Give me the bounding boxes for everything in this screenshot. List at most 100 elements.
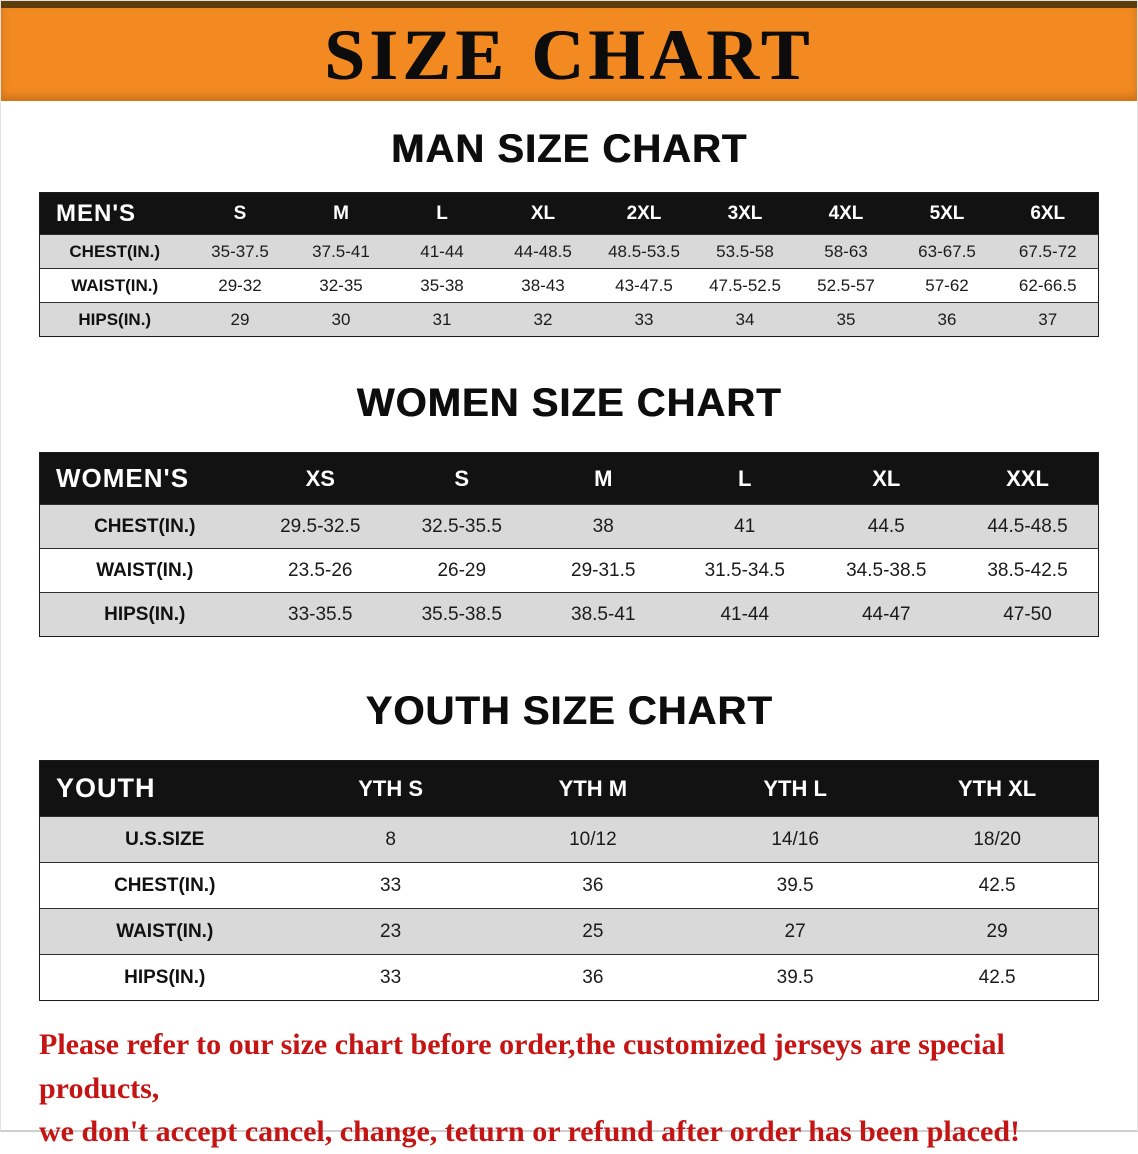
table-cell: 53.5-58	[716, 241, 774, 261]
table-cell: 35-38	[420, 275, 464, 295]
table-cell: 62-66.5	[1018, 275, 1077, 295]
table-cell: 47-50	[1003, 603, 1052, 625]
size-header-cell: 2XL	[626, 202, 662, 224]
table-cell: 27	[784, 920, 806, 942]
size-header-cell: YTH S	[358, 775, 424, 801]
row-label: CHEST(IN.)	[69, 241, 161, 261]
men-size-section: MAN SIZE CHART MEN'S S M L XL 2XL 3XL 4XL 5XL 6XL…	[1, 127, 1137, 337]
size-header-cell: M	[594, 465, 613, 491]
table-cell: 41-44	[720, 603, 770, 625]
banner: SIZE CHART	[1, 1, 1137, 101]
table-cell: 37.5-41	[312, 241, 370, 261]
disclaimer-line-1: Please refer to our size chart before or…	[39, 1028, 1005, 1105]
table-cell: 29	[986, 920, 1008, 942]
size-header-cell: YTH L	[763, 775, 827, 801]
header-row: WOMEN'S XS S M L XL XXL	[39, 452, 1099, 505]
table-cell: 35	[836, 309, 856, 329]
table-cell: 34	[735, 309, 755, 329]
table-cell: 35.5-38.5	[421, 603, 502, 625]
row-label: HIPS(IN.)	[124, 966, 206, 988]
row-label: WAIST(IN.)	[96, 559, 194, 581]
table-cell: 35-37.5	[211, 241, 269, 261]
table-cell: 63-67.5	[918, 241, 976, 261]
table-cell: 57-62	[925, 275, 969, 295]
table-cell: 43-47.5	[615, 275, 673, 295]
youth-size-section: YOUTH SIZE CHART YOUTH YTH S YTH M YTH L YTH…	[1, 689, 1137, 1001]
row-label: HIPS(IN.)	[104, 603, 186, 625]
table-cell: 32-35	[319, 275, 363, 295]
table-cell: 32	[533, 309, 553, 329]
table-cell: 31	[432, 309, 452, 329]
table-cell: 58-63	[824, 241, 868, 261]
table-cell: 44-48.5	[514, 241, 572, 261]
table-row: CHEST(IN.) 29.5-32.5 32.5-35.5 38 41 44.5 44.5…	[39, 504, 1099, 549]
table-cell: 38	[592, 515, 614, 537]
table-cell: 44.5	[867, 515, 905, 537]
table-cell: 33-35.5	[288, 603, 353, 625]
table-row: CHEST(IN.) 35-37.5 37.5-41 41-44 44-48.5 48.5…	[39, 234, 1099, 269]
row-label: WAIST(IN.)	[116, 920, 214, 942]
table-row: WAIST(IN.) 29-32 32-35 35-38 38-43 43-47.5 47.…	[39, 268, 1099, 303]
table-cell: 39.5	[776, 874, 814, 896]
youth-size-table: YOUTH YTH S YTH M YTH L YTH XL U.S.SIZE 8 10/12…	[39, 760, 1099, 1001]
table-cell: 36	[937, 309, 957, 329]
youth-section-heading: YOUTH SIZE CHART	[365, 689, 773, 733]
table-title-cell: WOMEN'S	[56, 463, 190, 493]
table-cell: 38.5-42.5	[987, 559, 1068, 581]
table-cell: 32.5-35.5	[421, 515, 502, 537]
table-cell: 37	[1038, 309, 1058, 329]
table-cell: 42.5	[978, 874, 1016, 896]
size-header-cell: YTH XL	[958, 775, 1037, 801]
table-cell: 42.5	[978, 966, 1016, 988]
table-cell: 47.5-52.5	[709, 275, 781, 295]
women-size-section: WOMEN SIZE CHART WOMEN'S XS S M L XL XXL CHEST(…	[1, 381, 1137, 637]
table-row: HIPS(IN.) 33 36 39.5 42.5	[39, 954, 1099, 1001]
table-cell: 34.5-38.5	[846, 559, 927, 581]
table-row: CHEST(IN.) 33 36 39.5 42.5	[39, 862, 1099, 909]
row-label: CHEST(IN.)	[114, 874, 216, 896]
size-header-cell: 4XL	[828, 202, 864, 224]
table-cell: 38.5-41	[571, 603, 636, 625]
size-header-cell: XL	[872, 465, 901, 491]
page-title: SIZE CHART	[324, 14, 814, 95]
size-header-cell: XS	[305, 465, 335, 491]
table-cell: 29-31.5	[571, 559, 636, 581]
table-cell: 44-47	[861, 603, 911, 625]
size-header-cell: S	[233, 202, 247, 224]
men-section-heading: MAN SIZE CHART	[390, 127, 748, 171]
table-cell: 52.5-57	[817, 275, 875, 295]
table-cell: 33	[634, 309, 654, 329]
table-cell: 48.5-53.5	[608, 241, 680, 261]
table-row: U.S.SIZE 8 10/12 14/16 18/20	[39, 816, 1099, 863]
header-row: MEN'S S M L XL 2XL 3XL 4XL 5XL 6XL	[39, 192, 1099, 235]
table-row: WAIST(IN.) 23.5-26 26-29 29-31.5 31.5-34.5 34…	[39, 548, 1099, 593]
row-label: HIPS(IN.)	[78, 309, 152, 329]
size-header-cell: L	[738, 465, 752, 491]
size-header-cell: XL	[530, 202, 556, 224]
table-cell: 14/16	[771, 828, 819, 850]
size-header-cell: XXL	[1006, 465, 1049, 491]
row-label: CHEST(IN.)	[94, 515, 196, 537]
row-label: WAIST(IN.)	[71, 275, 159, 295]
table-cell: 23.5-26	[288, 559, 353, 581]
table-cell: 23	[380, 920, 402, 942]
disclaimer-text: Please refer to our size chart before or…	[39, 1023, 1115, 1154]
table-cell: 33	[380, 966, 402, 988]
size-header-cell: L	[436, 202, 448, 224]
table-cell: 29.5-32.5	[280, 515, 361, 537]
men-size-table: MEN'S S M L XL 2XL 3XL 4XL 5XL 6XL CHEST(IN.) 35-37…	[39, 192, 1099, 337]
size-header-cell: YTH M	[558, 775, 628, 801]
table-cell: 29	[230, 309, 250, 329]
table-cell: 26-29	[437, 559, 487, 581]
size-header-cell: 5XL	[929, 202, 965, 224]
size-header-cell: M	[333, 202, 349, 224]
table-row: HIPS(IN.) 33-35.5 35.5-38.5 38.5-41 41-44 44-…	[39, 592, 1099, 637]
table-cell: 39.5	[776, 966, 814, 988]
row-label: U.S.SIZE	[125, 828, 205, 850]
size-header-cell: 6XL	[1030, 202, 1066, 224]
table-cell: 25	[582, 920, 604, 942]
size-header-cell: S	[454, 465, 470, 491]
table-cell: 36	[582, 966, 604, 988]
table-row: HIPS(IN.) 29 30 31 32 33 34 35 36 37	[39, 302, 1099, 337]
